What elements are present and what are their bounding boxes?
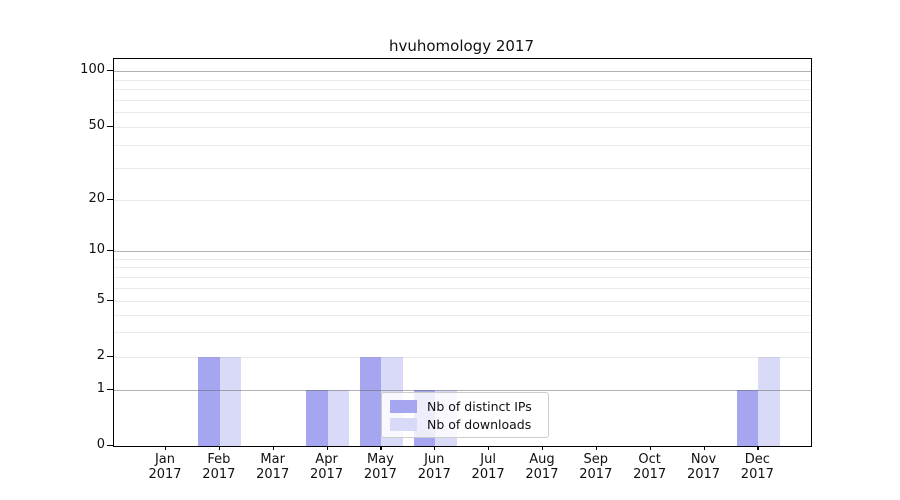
- bar-nb-of-downloads-feb-2017: [219, 357, 242, 446]
- minor-gridline-4: [114, 314, 811, 316]
- minor-gridline-6: [114, 287, 811, 289]
- y-tick-label-2: 2: [96, 348, 105, 363]
- x-tick-label-sep-2017: Sep 2017: [579, 452, 613, 482]
- x-tick-label-jul-2017: Jul 2017: [471, 452, 505, 482]
- y-tick-label-50: 50: [88, 118, 105, 133]
- x-tick-mark-oct-2017: [649, 446, 651, 450]
- x-tick-label-jan-2017: Jan 2017: [148, 452, 182, 482]
- y-tick-mark-5: [107, 300, 113, 302]
- minor-gridline-5: [114, 301, 811, 302]
- bar-nb-of-distinct-ips-dec-2017: [736, 390, 759, 446]
- minor-gridline-90: [114, 79, 811, 81]
- x-tick-mark-nov-2017: [703, 446, 705, 450]
- legend-item-downloads: Nb of downloads: [390, 417, 540, 432]
- minor-gridline-9: [114, 258, 811, 260]
- bar-nb-of-distinct-ips-feb-2017: [198, 357, 220, 446]
- x-tick-mark-apr-2017: [326, 446, 328, 450]
- bar-nb-of-downloads-dec-2017: [758, 357, 780, 446]
- y-tick-mark-100: [107, 70, 113, 72]
- y-tick-label-100: 100: [80, 62, 105, 77]
- minor-gridline-20: [114, 200, 811, 201]
- bar-nb-of-distinct-ips-apr-2017: [306, 390, 328, 446]
- x-tick-mark-aug-2017: [541, 446, 544, 450]
- x-tick-mark-jan-2017: [165, 446, 167, 450]
- minor-gridline-70: [114, 99, 811, 101]
- x-tick-label-oct-2017: Oct 2017: [633, 452, 667, 482]
- x-tick-label-feb-2017: Feb 2017: [202, 452, 236, 482]
- legend-label-distinct-ips: Nb of distinct IPs: [427, 398, 532, 414]
- x-tick-label-nov-2017: Nov 2017: [686, 452, 721, 482]
- x-tick-label-mar-2017: Mar 2017: [256, 452, 290, 482]
- y-tick-mark-0: [107, 445, 113, 447]
- x-tick-label-dec-2017: Dec 2017: [740, 452, 774, 482]
- x-tick-mark-feb-2017: [218, 446, 221, 450]
- y-tick-label-20: 20: [88, 191, 105, 206]
- x-tick-label-jun-2017: Jun 2017: [417, 452, 451, 482]
- x-tick-mark-sep-2017: [595, 446, 597, 450]
- minor-gridline-80: [114, 89, 811, 91]
- y-tick-mark-50: [107, 126, 113, 128]
- y-tick-mark-10: [107, 250, 113, 252]
- y-tick-mark-2: [107, 356, 113, 358]
- major-gridline-10: [114, 251, 811, 252]
- y-tick-label-10: 10: [88, 242, 105, 257]
- y-tick-mark-20: [107, 199, 113, 201]
- bar-nb-of-downloads-apr-2017: [327, 390, 350, 446]
- y-tick-mark-1: [107, 389, 113, 391]
- legend-label-downloads: Nb of downloads: [427, 416, 532, 432]
- minor-gridline-30: [114, 167, 811, 169]
- legend-swatch-downloads: [390, 417, 417, 431]
- chart-title: hvuhomology 2017: [388, 37, 535, 55]
- y-tick-label-1: 1: [96, 381, 105, 396]
- legend: Nb of distinct IPs Nb of downloads: [381, 392, 549, 438]
- plot-area: Nb of distinct IPs Nb of downloads: [113, 58, 812, 447]
- legend-swatch-distinct-ips: [390, 399, 417, 413]
- x-tick-mark-jun-2017: [434, 446, 436, 450]
- x-tick-mark-may-2017: [380, 446, 382, 450]
- x-tick-mark-jul-2017: [488, 446, 490, 450]
- x-tick-label-apr-2017: Apr 2017: [310, 452, 344, 482]
- legend-item-distinct-ips: Nb of distinct IPs: [390, 399, 540, 414]
- x-tick-mark-mar-2017: [272, 446, 274, 450]
- minor-gridline-40: [114, 144, 811, 146]
- bar-nb-of-distinct-ips-may-2017: [359, 357, 382, 446]
- minor-gridline-8: [114, 267, 811, 269]
- minor-gridline-3: [114, 332, 811, 334]
- y-tick-label-0: 0: [96, 437, 105, 452]
- minor-gridline-60: [114, 112, 811, 114]
- x-tick-label-aug-2017: Aug 2017: [525, 452, 559, 482]
- y-tick-label-5: 5: [96, 292, 105, 307]
- major-gridline-100: [114, 71, 811, 72]
- x-tick-mark-dec-2017: [757, 446, 759, 450]
- minor-gridline-50: [114, 127, 811, 128]
- x-tick-label-may-2017: May 2017: [363, 452, 397, 482]
- minor-gridline-7: [114, 276, 811, 278]
